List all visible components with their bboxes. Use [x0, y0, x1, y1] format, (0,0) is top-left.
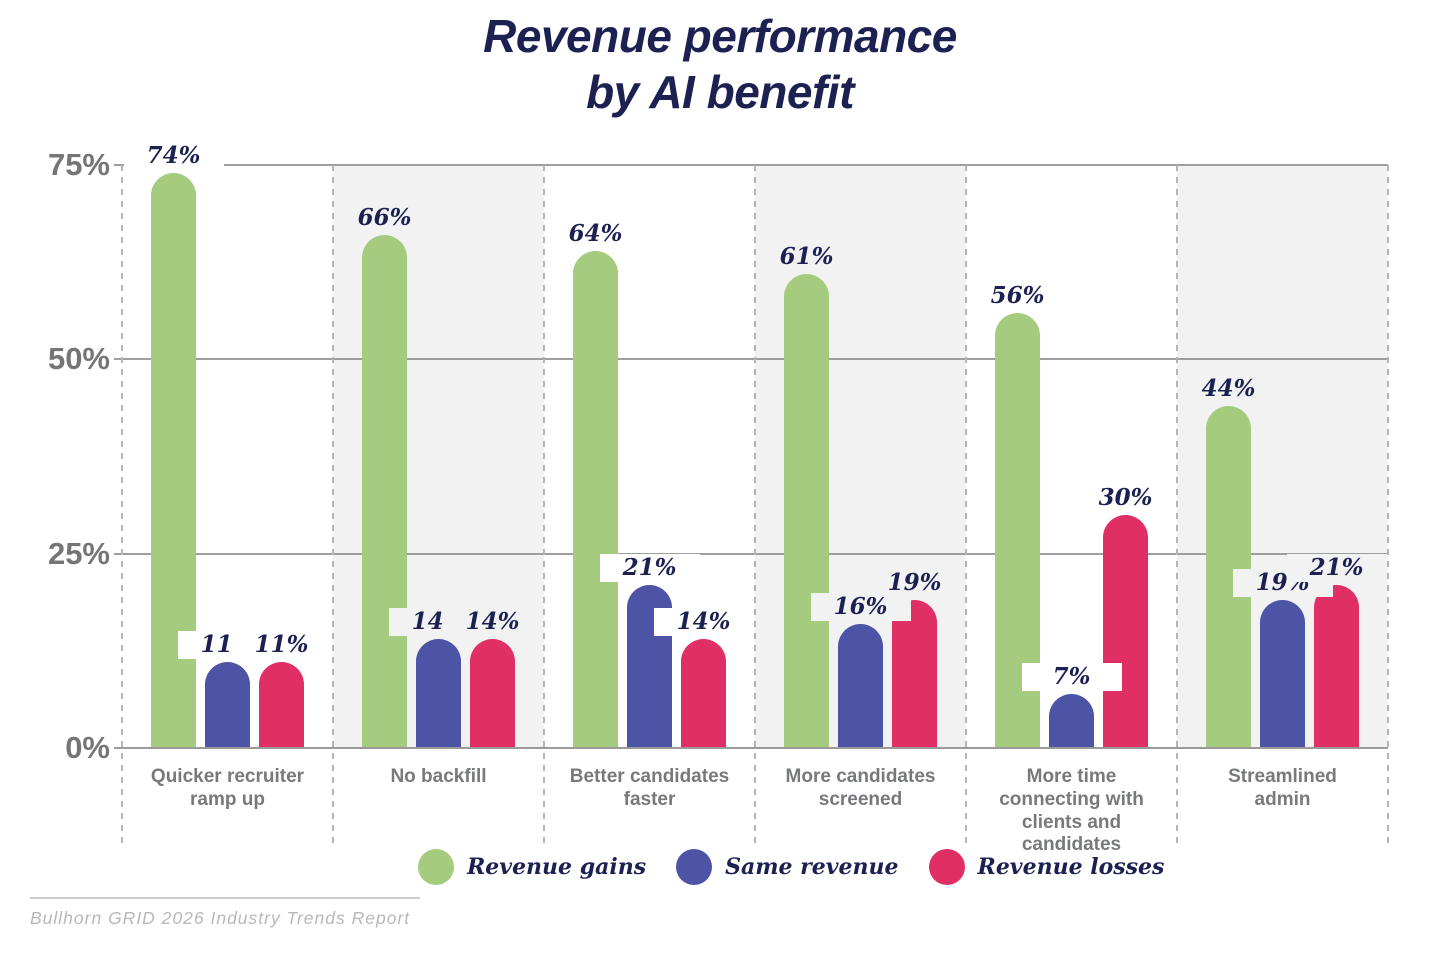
category-label: No backfill	[346, 766, 531, 789]
bar-same-revenue	[1049, 693, 1094, 748]
bar-revenue-losses	[681, 639, 726, 748]
bar-value-label: 19%	[864, 569, 965, 598]
column-divider	[965, 165, 967, 845]
category-label-line: clients and	[1021, 811, 1122, 833]
bar-value-label: 74%	[123, 141, 224, 170]
category-label: More time connecting with clients and candi…	[979, 766, 1164, 857]
legend-swatch-revenue-gains	[418, 849, 454, 885]
legend-label: Revenue losses	[977, 854, 1165, 880]
category-label-line: screened	[818, 788, 903, 810]
bar-value-label: 30%	[1075, 483, 1176, 512]
gridline	[114, 164, 1388, 166]
legend-item-same-revenue: Same revenue	[676, 849, 899, 885]
bar-revenue-gains	[784, 273, 829, 748]
bar-value-label: 66%	[334, 203, 435, 232]
category-label: Streamlined admin	[1190, 766, 1375, 812]
bar-value-label: 14%	[442, 608, 543, 637]
legend-label: Revenue gains	[467, 854, 647, 880]
x-axis-line	[114, 747, 1388, 749]
bar-revenue-gains	[151, 172, 196, 748]
column-divider	[332, 165, 334, 845]
bar-same-revenue	[416, 639, 461, 748]
legend-item-revenue-gains: Revenue gains	[418, 849, 646, 885]
category-label: Quicker recruiter ramp up	[135, 766, 320, 812]
bar-value-label: 64%	[545, 219, 646, 248]
column-divider	[1387, 165, 1389, 845]
category-label-line: faster	[623, 788, 676, 810]
y-axis-tick: 75%	[47, 147, 110, 182]
category-label: More candidates screened	[768, 766, 953, 812]
gridline	[114, 358, 1388, 361]
category-label-line: ramp up	[190, 788, 265, 810]
category-label-line: candidates	[1021, 834, 1122, 856]
chart-title-line2: by AI benefit	[586, 66, 854, 119]
bar-revenue-losses	[470, 639, 515, 748]
bar-value-label: 61%	[756, 242, 857, 271]
bar-same-revenue	[1260, 600, 1305, 748]
category-label-line: Quicker recruiter	[150, 766, 305, 787]
bar-value-label: 7%	[1021, 662, 1122, 691]
bar-revenue-losses	[1314, 584, 1359, 748]
category-label-line: More candidates	[785, 766, 936, 787]
category-label-line: No backfill	[390, 766, 487, 787]
chart-title-line1: Revenue performance	[483, 10, 957, 62]
bar-value-label: 21%	[1286, 553, 1387, 582]
legend-swatch-same-revenue	[676, 849, 713, 885]
bar-same-revenue	[838, 623, 883, 748]
footer-divider	[30, 897, 420, 899]
chart-title: Revenue performance by AI benefit	[0, 8, 1440, 120]
category-label-line: Better candidates	[569, 766, 730, 787]
y-axis-tick: 0%	[65, 730, 110, 765]
y-axis-tick: 25%	[47, 535, 110, 571]
legend-label: Same revenue	[725, 854, 899, 880]
category-label-line: admin	[1254, 788, 1311, 810]
bar-value-label: 14%	[653, 608, 754, 637]
chart-legend: Revenue gains Same revenue Revenue losses	[418, 849, 1164, 885]
legend-swatch-revenue-losses	[928, 849, 965, 885]
bar-value-label: 21%	[599, 553, 700, 582]
bar-revenue-gains	[573, 250, 618, 748]
bar-value-label: 56%	[967, 281, 1068, 310]
category-label: Better candidates faster	[557, 766, 742, 812]
column-divider	[754, 165, 756, 845]
category-label-line: Streamlined	[1228, 766, 1337, 787]
bar-revenue-gains	[362, 234, 407, 748]
column-divider	[121, 165, 123, 845]
bar-revenue-losses	[1103, 514, 1148, 748]
bar-value-label: 11%	[231, 631, 332, 660]
bar-value-label: 44%	[1178, 374, 1279, 403]
bar-same-revenue	[205, 662, 250, 748]
bar-revenue-losses	[892, 600, 937, 748]
y-axis-tick: 50%	[47, 341, 110, 377]
category-label-line: More time	[1026, 766, 1117, 787]
category-label-line: connecting with	[999, 788, 1144, 810]
gridline	[114, 552, 1388, 555]
legend-item-revenue-losses: Revenue losses	[928, 849, 1165, 885]
column-divider	[543, 165, 545, 845]
column-divider	[1176, 165, 1178, 845]
source-attribution: Bullhorn GRID 2026 Industry Trends Repor…	[30, 908, 411, 928]
bar-revenue-losses	[259, 662, 304, 748]
